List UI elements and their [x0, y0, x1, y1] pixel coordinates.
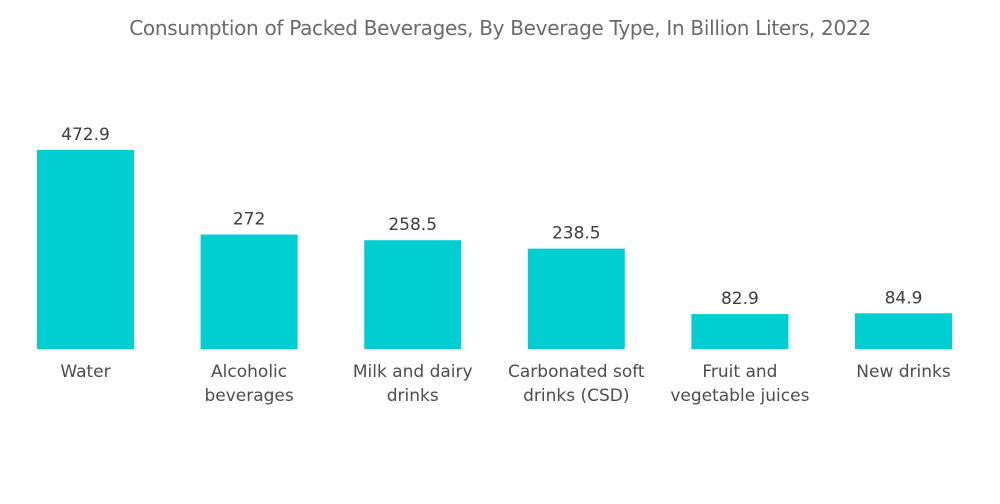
value-label-4: 82.9: [721, 289, 759, 309]
value-label-3: 238.5: [552, 224, 601, 244]
category-label-1-line-1: beverages: [204, 386, 293, 406]
category-label-2-line-1: drinks: [387, 386, 439, 406]
category-label-4-line-0: Fruit and: [702, 362, 777, 382]
bar-3: [527, 248, 625, 349]
category-label-3-line-1: drinks (CSD): [523, 386, 629, 406]
chart-title: Consumption of Packed Beverages, By Beve…: [129, 16, 871, 40]
value-label-1: 272: [233, 210, 265, 230]
category-label-5-line-0: New drinks: [856, 362, 951, 382]
bar-2: [364, 240, 462, 349]
value-label-0: 472.9: [61, 125, 110, 145]
category-label-2-line-0: Milk and dairy: [353, 362, 473, 382]
value-label-5: 84.9: [885, 288, 923, 308]
bar-5: [855, 313, 952, 349]
category-label-3-line-0: Carbonated soft: [508, 362, 645, 382]
bar-4: [691, 314, 789, 349]
category-label-0-line-0: Water: [60, 362, 110, 382]
value-label-2: 258.5: [388, 215, 437, 235]
bar-0: [37, 150, 134, 349]
category-label-4-line-1: vegetable juices: [670, 386, 809, 406]
category-label-1-line-0: Alcoholic: [211, 362, 287, 382]
bar-1: [200, 234, 298, 349]
